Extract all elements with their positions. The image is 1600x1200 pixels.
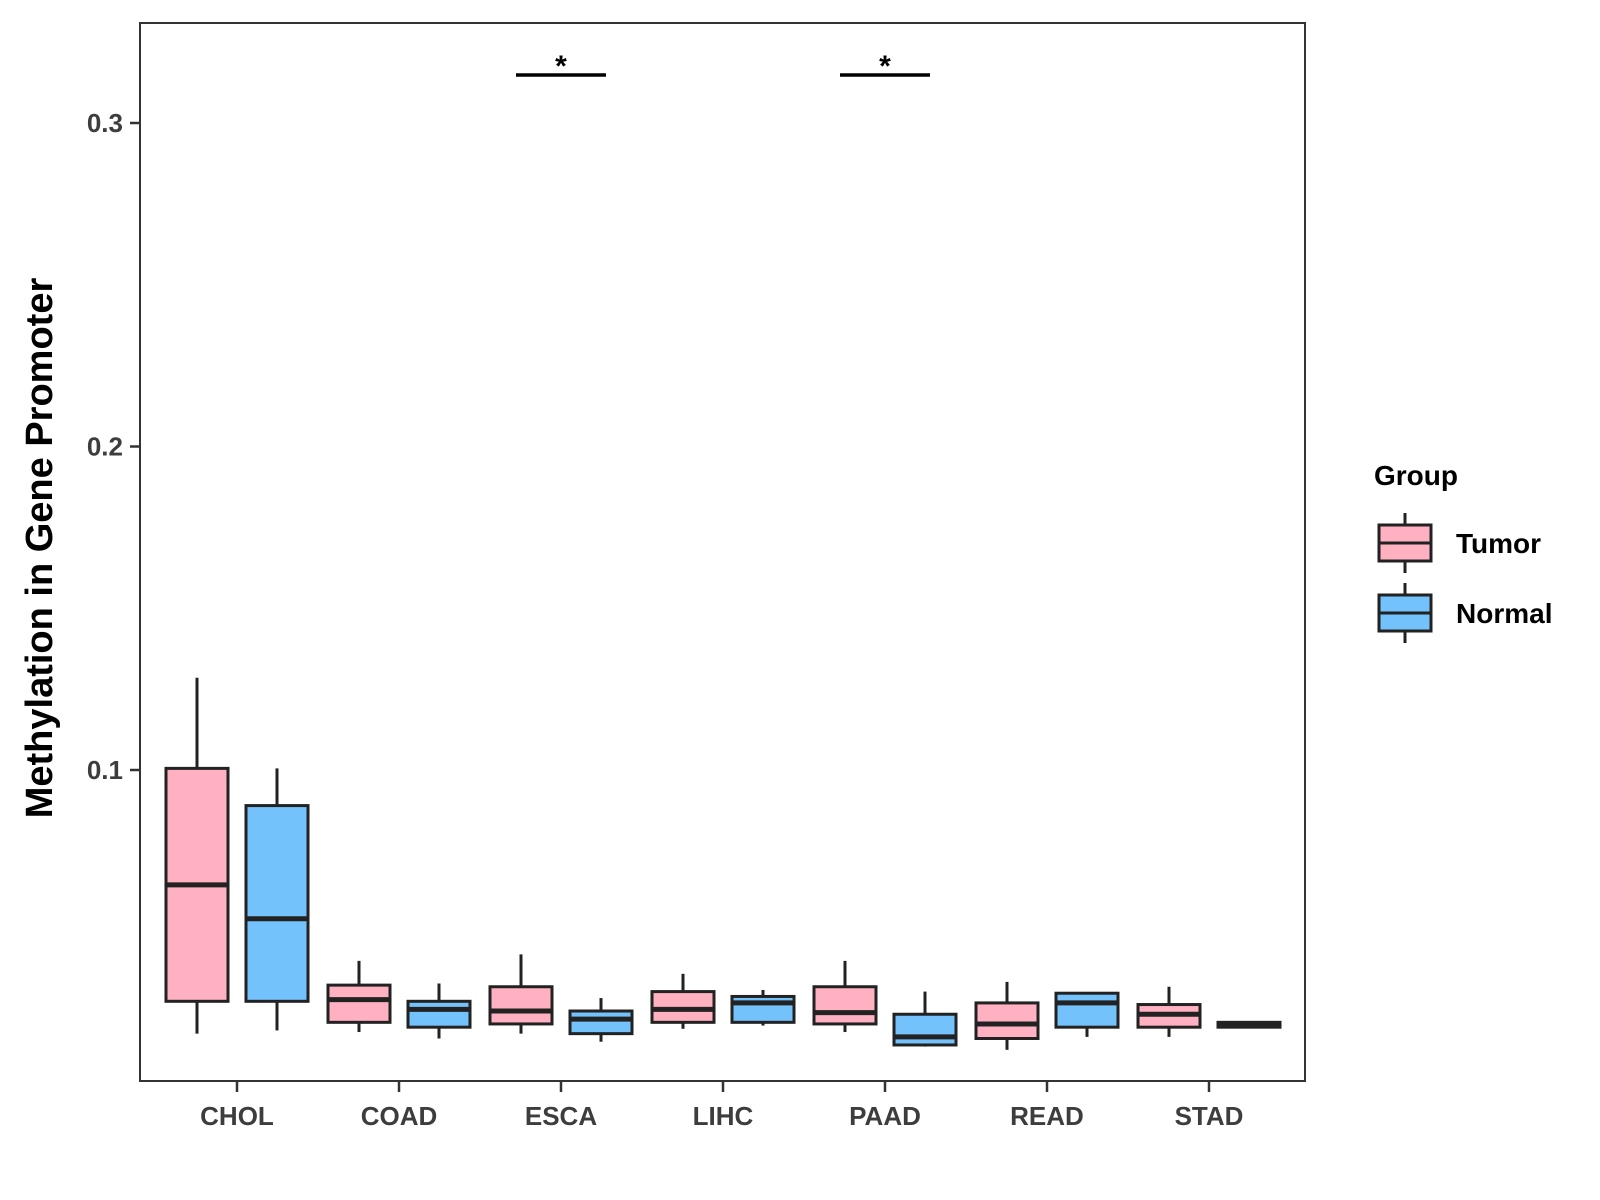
- box-normal-lihc: [730, 989, 796, 1026]
- box-normal-paad: [892, 991, 958, 1047]
- x-tick-label: LIHC: [693, 1101, 754, 1131]
- legend-label-tumor: Tumor: [1456, 528, 1541, 559]
- box-tumor-paad: [812, 960, 878, 1033]
- x-tick-label: CHOL: [200, 1101, 274, 1131]
- box-tumor-read: [974, 981, 1040, 1050]
- box-body: [406, 999, 472, 1029]
- box-body: [812, 985, 878, 1026]
- box-normal-stad: [1216, 1020, 1282, 1029]
- box-body: [568, 1009, 634, 1036]
- panel-border: [139, 22, 1306, 1082]
- y-tick-label: 0.2: [87, 432, 123, 462]
- plot-area: * *: [164, 50, 1282, 1050]
- y-tick-label: 0.1: [87, 755, 123, 785]
- legend-label-normal: Normal: [1456, 598, 1552, 629]
- significance-star: *: [879, 50, 891, 83]
- y-axis-label: Methylation in Gene Promoter: [19, 278, 61, 819]
- box-body: [730, 994, 796, 1024]
- box-tumor-lihc: [650, 973, 716, 1029]
- x-tick-label: STAD: [1175, 1101, 1244, 1131]
- box-body: [326, 983, 392, 1024]
- significance-star: *: [555, 50, 567, 83]
- box-normal-coad: [406, 983, 472, 1039]
- box-tumor-stad: [1136, 986, 1202, 1037]
- box-normal-read: [1054, 991, 1120, 1037]
- axes: 0.1 0.2 0.3 CHOL COAD ESCA LIHC PAAD READ STAD: [87, 22, 1306, 1131]
- x-tick-label: PAAD: [849, 1101, 921, 1131]
- box-body: [974, 1001, 1040, 1041]
- box-normal-esca: [568, 998, 634, 1042]
- x-tick-label: COAD: [361, 1101, 438, 1131]
- x-tick-label: ESCA: [525, 1101, 597, 1131]
- box-tumor-esca: [488, 954, 554, 1034]
- legend-title: Group: [1374, 460, 1458, 491]
- box-body: [892, 1012, 958, 1047]
- legend: Group Tumor Normal: [1374, 460, 1552, 643]
- box-body: [488, 985, 554, 1026]
- y-tick-label: 0.3: [87, 108, 123, 138]
- x-tick-label: READ: [1010, 1101, 1084, 1131]
- box-tumor-coad: [326, 960, 392, 1033]
- box-normal-chol: [244, 768, 310, 1031]
- box-tumor-chol: [164, 677, 230, 1034]
- box-body: [1054, 991, 1120, 1029]
- box-body: [244, 804, 310, 1003]
